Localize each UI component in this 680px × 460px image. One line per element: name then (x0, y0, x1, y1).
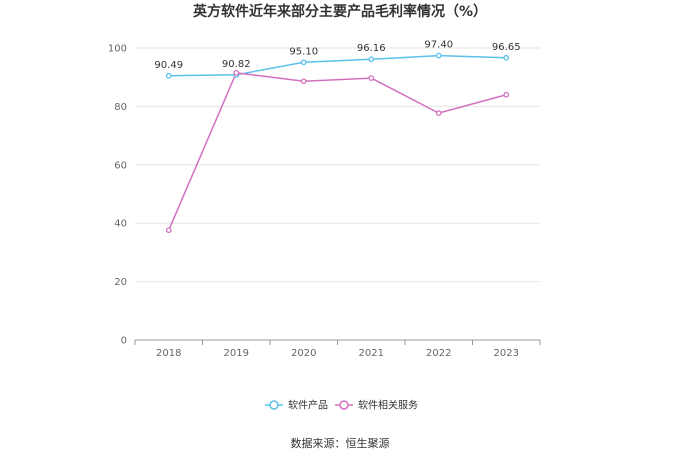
data-label: 96.16 (357, 43, 386, 54)
data-point[interactable] (368, 75, 375, 81)
series-group: 90.49 90.82 95.10 96.16 97.40 96.65 (154, 40, 521, 234)
data-point[interactable] (233, 69, 240, 76)
y-tick-label: 20 (114, 277, 127, 288)
data-point[interactable] (503, 91, 510, 98)
data-point[interactable] (435, 52, 442, 59)
data-label: 96.65 (492, 42, 521, 53)
data-point[interactable] (165, 227, 172, 234)
legend-marker (339, 400, 349, 410)
y-tick-label: 100 (108, 44, 127, 55)
x-tick-label: 2023 (494, 348, 519, 359)
data-point[interactable] (165, 72, 172, 79)
x-axis: 2018 2019 2020 2021 2022 2023 (134, 339, 541, 359)
data-label: 95.10 (289, 46, 318, 57)
x-tick-label: 2022 (426, 348, 451, 359)
y-tick-label: 80 (114, 102, 127, 113)
source-note: 数据来源：恒生聚源 (291, 436, 390, 450)
legend-marker (269, 400, 279, 410)
data-label: 97.40 (424, 40, 453, 51)
y-tick-label: 40 (114, 219, 127, 230)
y-tick-label: 0 (121, 336, 127, 347)
legend[interactable]: 软件产品 软件相关服务 (265, 399, 418, 412)
legend-item-label[interactable]: 软件相关服务 (358, 399, 418, 412)
data-point[interactable] (300, 59, 307, 66)
data-point[interactable] (300, 78, 307, 85)
legend-item-label[interactable]: 软件产品 (288, 399, 328, 412)
y-tick-label: 60 (114, 160, 127, 171)
chart-title: 英方软件近年来部分主要产品毛利率情况（%） (192, 3, 487, 20)
data-label: 90.82 (222, 59, 251, 70)
x-tick-label: 2021 (359, 348, 384, 359)
x-tick-label: 2018 (156, 348, 181, 359)
x-tick-label: 2019 (224, 348, 249, 359)
grid (135, 47, 540, 283)
data-point[interactable] (368, 56, 375, 63)
x-tick-label: 2020 (291, 348, 316, 359)
data-point[interactable] (503, 54, 510, 61)
data-label: 90.49 (154, 60, 183, 71)
y-axis: 0 20 40 60 80 100 (108, 44, 127, 347)
data-point[interactable] (435, 110, 442, 116)
series-line-1 (168, 54, 507, 77)
series-line-2 (168, 72, 507, 231)
